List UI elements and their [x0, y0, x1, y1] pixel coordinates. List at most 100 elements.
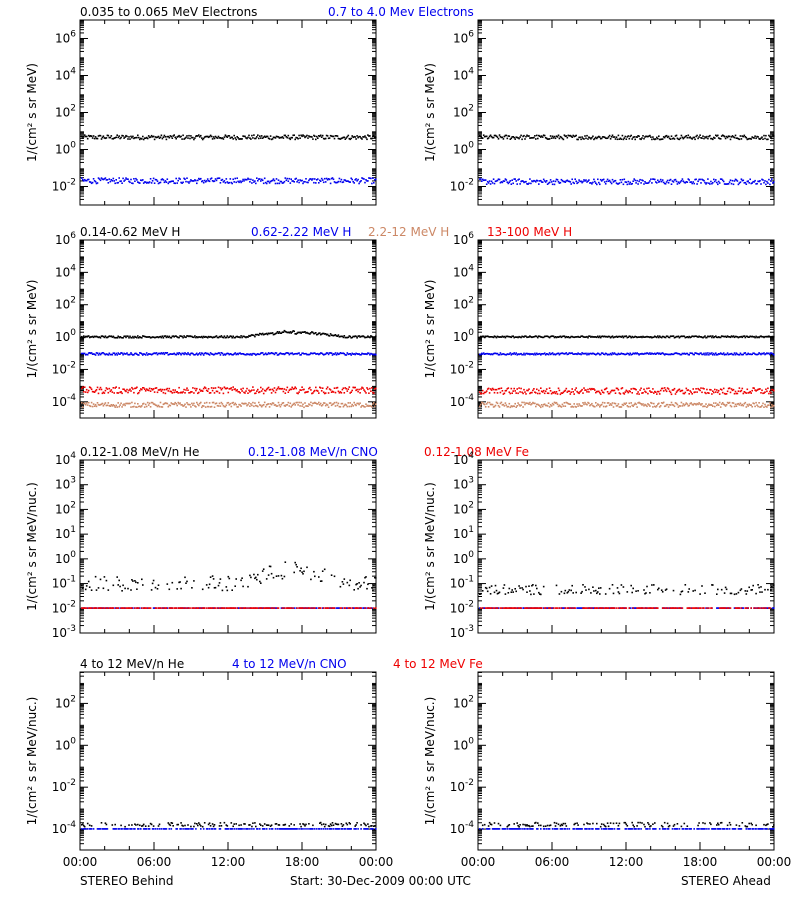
- data-point: [253, 389, 255, 391]
- data-point: [502, 336, 505, 338]
- data-point: [331, 403, 334, 406]
- data-point: [185, 389, 187, 391]
- data-point: [649, 180, 651, 182]
- data-point: [238, 138, 240, 140]
- data-point: [674, 178, 677, 181]
- data-point: [202, 181, 205, 184]
- data-point: [662, 181, 665, 184]
- data-point: [602, 353, 605, 355]
- data-point: [666, 387, 669, 389]
- data-point: [614, 353, 617, 355]
- data-point: [644, 352, 646, 355]
- data-point: [129, 335, 131, 338]
- data-point: [528, 336, 530, 338]
- data-point: [197, 392, 199, 395]
- data-point: [594, 336, 596, 338]
- data-point: [717, 180, 720, 183]
- data-point: [209, 335, 212, 338]
- data-point: [570, 391, 572, 393]
- data-point: [190, 335, 192, 338]
- data-point: [297, 404, 299, 406]
- data-point: [237, 336, 239, 338]
- data-point: [688, 404, 690, 407]
- series-1: [81, 352, 377, 356]
- data-point: [627, 352, 630, 355]
- data-point: [565, 401, 568, 404]
- data-point: [640, 138, 642, 141]
- data-point: [657, 390, 659, 393]
- data-point: [485, 352, 488, 355]
- data-point: [522, 392, 524, 395]
- data-point: [86, 137, 89, 140]
- data-point: [630, 134, 632, 137]
- data-point: [343, 578, 346, 580]
- data-point: [648, 135, 650, 137]
- data-point: [599, 335, 601, 338]
- data-point: [259, 353, 261, 356]
- data-point: [375, 577, 377, 579]
- data-point: [146, 181, 149, 184]
- data-point: [494, 134, 497, 137]
- data-point: [236, 335, 238, 338]
- data-point: [531, 336, 533, 339]
- data-point: [693, 182, 695, 185]
- data-point: [103, 576, 106, 578]
- data-point: [91, 335, 94, 338]
- data-point: [150, 388, 153, 390]
- data-point: [304, 402, 306, 404]
- data-point: [519, 405, 521, 407]
- data-point: [647, 403, 649, 405]
- data-point: [552, 137, 555, 139]
- data-point: [321, 607, 324, 609]
- data-point: [666, 179, 669, 182]
- data-point: [299, 137, 301, 139]
- data-point: [505, 354, 508, 356]
- data-point: [504, 134, 507, 137]
- data-point: [259, 135, 261, 137]
- data-point: [119, 585, 121, 588]
- data-point: [204, 181, 207, 183]
- data-point: [617, 335, 620, 338]
- data-point: [245, 336, 247, 339]
- data-point: [746, 180, 749, 183]
- data-point: [563, 180, 566, 183]
- data-point: [516, 405, 518, 407]
- data-point: [310, 389, 312, 391]
- data-point: [239, 404, 241, 406]
- data-point: [360, 353, 362, 356]
- data-point: [630, 183, 632, 185]
- data-point: [309, 136, 311, 138]
- data-point: [597, 178, 599, 181]
- data-point: [118, 405, 120, 408]
- data-point: [365, 353, 367, 355]
- data-point: [490, 389, 493, 391]
- data-point: [249, 354, 251, 356]
- data-point: [179, 402, 181, 404]
- data-point: [350, 177, 352, 180]
- data-point: [133, 405, 135, 408]
- data-point: [222, 138, 225, 140]
- data-point: [577, 391, 579, 394]
- data-point: [123, 180, 125, 182]
- data-point: [163, 353, 166, 356]
- data-point: [529, 392, 531, 395]
- data-point: [215, 179, 218, 182]
- data-point: [115, 352, 117, 355]
- data-point: [83, 178, 86, 181]
- data-point: [355, 352, 357, 355]
- data-point: [521, 180, 523, 182]
- data-point: [574, 353, 576, 355]
- data-point: [224, 134, 227, 136]
- data-point: [729, 404, 732, 407]
- data-point: [768, 352, 770, 355]
- data-point: [514, 353, 516, 356]
- data-point: [353, 182, 355, 184]
- data-point: [266, 353, 269, 355]
- data-point: [649, 405, 651, 407]
- data-point: [548, 406, 551, 408]
- data-point: [349, 335, 351, 338]
- data-point: [232, 138, 234, 140]
- data-point: [280, 136, 283, 139]
- data-point: [239, 138, 241, 140]
- data-point: [524, 181, 526, 183]
